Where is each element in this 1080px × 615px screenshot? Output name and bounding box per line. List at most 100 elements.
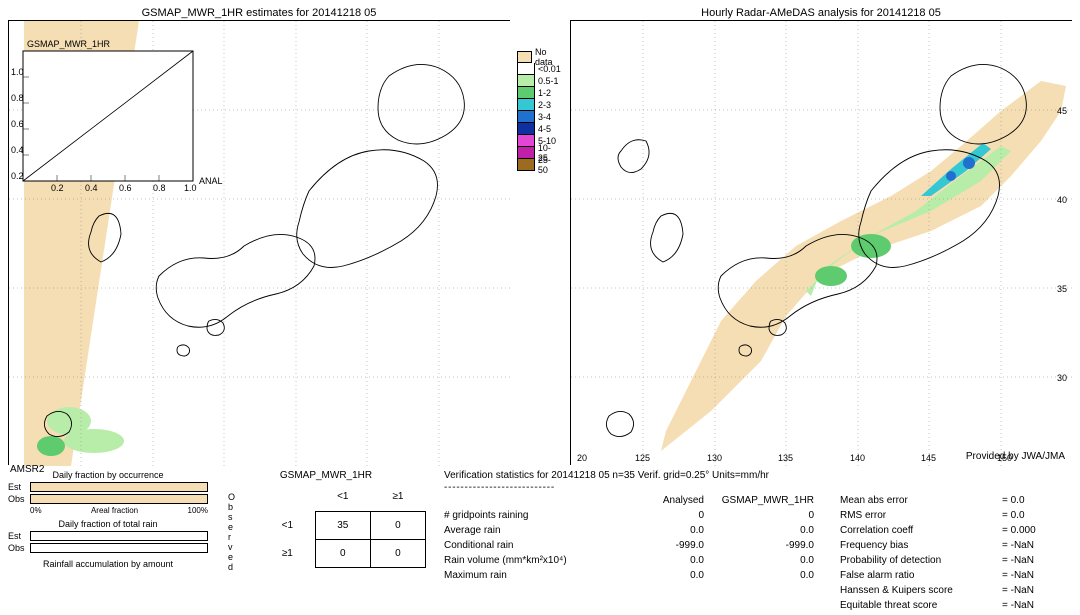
inset-xtick: 1.0 <box>184 183 197 193</box>
color-legend: No data<0.010.5-11-22-33-44-55-1010-2525… <box>517 51 561 171</box>
bar-row: Obs <box>8 494 208 504</box>
stat-value: = -NaN <box>1002 570 1072 585</box>
stat-val-model: 0.0 <box>704 570 814 585</box>
svg-text:40: 40 <box>1057 195 1067 205</box>
legend-label: 25-50 <box>538 155 561 175</box>
bar-track <box>30 531 208 541</box>
precip-blob <box>64 429 124 453</box>
left-map-title: GSMAP_MWR_1HR estimates for 20141218 05 <box>142 7 377 19</box>
legend-item: 2-3 <box>517 99 561 111</box>
stats-right-col: Mean abs error= 0.0RMS error= 0.0Correla… <box>840 495 1072 615</box>
svg-text:145: 145 <box>921 453 936 463</box>
bar-axis: 0% Areal fraction 100% <box>8 506 208 515</box>
stat-val-model: 0.0 <box>704 525 814 540</box>
stat-val-analysed: 0.0 <box>644 570 704 585</box>
stat-name: RMS error <box>840 510 1002 525</box>
svg-text:130: 130 <box>707 453 722 463</box>
stats-row: Maximum rain0.00.0 <box>444 570 814 585</box>
axis-lo: 0% <box>30 506 42 515</box>
stats-row: False alarm ratio= -NaN <box>840 570 1072 585</box>
row2-header: ≥1 <box>260 539 315 567</box>
stat-name: Rain volume (mm*km²x10⁴) <box>444 555 644 570</box>
stat-name: Average rain <box>444 525 644 540</box>
stat-val-model: 0 <box>704 510 814 525</box>
stats-row: Equitable threat score= -NaN <box>840 600 1072 615</box>
sec1-title: Daily fraction by occurrence <box>8 470 208 480</box>
legend-item: 3-4 <box>517 111 561 123</box>
axis-hi: 100% <box>188 506 208 515</box>
stat-value: = 0.000 <box>1002 525 1072 540</box>
stat-name: Hanssen & Kuipers score <box>840 585 1002 600</box>
dash-separator: - - - - - - - - - - - - - - - - - - - - … <box>444 482 1072 493</box>
est-label: Est <box>8 482 30 492</box>
col-analysed-header: Analysed <box>644 495 704 510</box>
contingency-panel: GSMAP_MWR_1HR <1 ≥1 <1 35 0 ≥1 0 0 Obser… <box>226 470 426 615</box>
inset-diagram <box>23 51 193 181</box>
stats-panel: Verification statistics for 20141218 05 … <box>444 470 1072 615</box>
cont-cell: 0 <box>370 539 425 567</box>
svg-text:125: 125 <box>635 453 650 463</box>
obs-label: Obs <box>8 494 30 504</box>
stat-value: = 0.0 <box>1002 510 1072 525</box>
col2-header: ≥1 <box>370 483 425 511</box>
stat-val-model: -999.0 <box>704 540 814 555</box>
sec3-title: Rainfall accumulation by amount <box>8 559 208 569</box>
inset-xtick: 0.2 <box>51 183 64 193</box>
col1-header: <1 <box>315 483 370 511</box>
legend-label: 1-2 <box>538 88 551 98</box>
inset-ytick: 0.2 <box>11 171 24 181</box>
stat-val-model: 0.0 <box>704 555 814 570</box>
inset-ytick: 0.6 <box>11 119 24 129</box>
legend-label: 2-3 <box>538 100 551 110</box>
legend-label: 4-5 <box>538 124 551 134</box>
legend-item: 4-5 <box>517 123 561 135</box>
legend-label: 0.5-1 <box>538 76 559 86</box>
sec2-title: Daily fraction of total rain <box>8 519 208 529</box>
row1-header: <1 <box>260 511 315 539</box>
inset-xtick: 0.4 <box>85 183 98 193</box>
stat-val-analysed: 0.0 <box>644 555 704 570</box>
contingency-title: GSMAP_MWR_1HR <box>226 470 426 481</box>
obs-label: Obs <box>8 543 30 553</box>
contingency-table: <1 ≥1 <1 35 0 ≥1 0 0 <box>260 483 426 568</box>
legend-item: 0.5-1 <box>517 75 561 87</box>
precip-blob <box>37 436 65 456</box>
bar-fill <box>31 495 207 503</box>
radar-blue-dot <box>946 171 956 181</box>
legend-swatch <box>517 111 535 123</box>
fraction-bars-panel: Daily fraction by occurrence Est Obs 0% … <box>8 470 208 615</box>
inset-xtick: 0.8 <box>153 183 166 193</box>
stat-value: = -NaN <box>1002 540 1072 555</box>
stat-value: = -NaN <box>1002 585 1072 600</box>
cont-cell: 0 <box>370 511 425 539</box>
stats-row: RMS error= 0.0 <box>840 510 1072 525</box>
stats-row: Conditional rain-999.0-999.0 <box>444 540 814 555</box>
stats-row: Probability of detection= -NaN <box>840 555 1072 570</box>
svg-text:140: 140 <box>850 453 865 463</box>
bar-track <box>30 543 208 553</box>
svg-text:35: 35 <box>1057 284 1067 294</box>
legend-swatch <box>517 51 532 63</box>
stat-name: Mean abs error <box>840 495 1002 510</box>
stat-value: = -NaN <box>1002 600 1072 615</box>
right-map-svg: 20 125130 135140 145150 3035 4045 <box>571 21 1073 466</box>
stats-row: Mean abs error= 0.0 <box>840 495 1072 510</box>
stats-row: Correlation coeff= 0.000 <box>840 525 1072 540</box>
radar-green <box>815 266 847 286</box>
est-label: Est <box>8 531 30 541</box>
stat-val-analysed: -999.0 <box>644 540 704 555</box>
inset-xtick: 0.6 <box>119 183 132 193</box>
stat-name: Probability of detection <box>840 555 1002 570</box>
stat-name: Correlation coeff <box>840 525 1002 540</box>
stats-row: # gridpoints raining00 <box>444 510 814 525</box>
legend-swatch <box>517 63 535 75</box>
bar-track <box>30 494 208 504</box>
inset-ytick: 0.8 <box>11 93 24 103</box>
right-map-panel: Hourly Radar-AMeDAS analysis for 2014121… <box>570 20 1072 465</box>
stat-value: = -NaN <box>1002 555 1072 570</box>
stat-name: Conditional rain <box>444 540 644 555</box>
stat-name: # gridpoints raining <box>444 510 644 525</box>
stats-row: Average rain0.00.0 <box>444 525 814 540</box>
legend-label: 3-4 <box>538 112 551 122</box>
legend-swatch <box>517 135 535 147</box>
